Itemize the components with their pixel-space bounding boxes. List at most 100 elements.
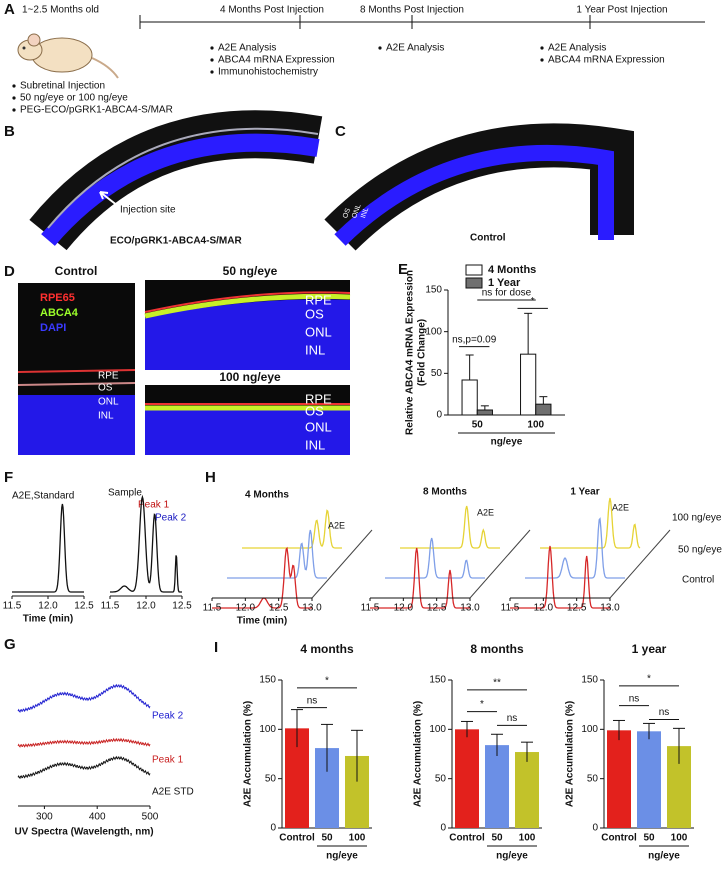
bar: [455, 729, 479, 828]
trace-label: A2E STD: [152, 787, 194, 798]
trace-label: 50 ng/eye: [678, 545, 722, 556]
layer-label: RPE: [305, 292, 332, 307]
significance-label: *: [647, 674, 651, 685]
subplot-title: 8 Months: [423, 487, 467, 498]
x-axis-title: ng/eye: [491, 437, 523, 448]
trace-label: 100 ng/eye: [672, 513, 722, 524]
bar: [515, 752, 539, 828]
legend-label: 1 Year: [488, 277, 521, 289]
layer-label: OS: [305, 403, 324, 418]
y-tick-label: 0: [270, 823, 276, 834]
chromatogram: [110, 494, 182, 593]
chart-title: 8 months: [470, 642, 524, 656]
y-tick-label: 0: [436, 410, 442, 421]
x-tick-label: 100: [349, 833, 366, 844]
y-tick-label: 100: [581, 724, 598, 735]
x-axis-title: ng/eye: [326, 851, 358, 862]
layer-label: OS: [98, 383, 113, 394]
y-tick-label: 150: [429, 675, 446, 686]
significance-label: ns,p=0.09: [452, 334, 497, 345]
y-axis-title: A2E Accumulation (%): [565, 701, 576, 807]
spectrum: [17, 683, 151, 713]
axis-title: Time (min): [237, 616, 287, 627]
tick-label: 500: [142, 812, 159, 823]
bullet: [210, 58, 214, 62]
trace-title: A2E,Standard: [12, 491, 74, 502]
stain-label: ABCA4: [40, 307, 79, 319]
y-tick-label: 150: [259, 675, 276, 686]
x-tick-label: 50: [472, 420, 484, 431]
panel-label: H: [205, 469, 216, 486]
x-tick-label: 50: [321, 833, 333, 844]
tick-label: 11.5: [203, 603, 222, 614]
panel-label: G: [4, 636, 16, 653]
trace-label: Control: [682, 575, 714, 586]
trace-label: Peak 1: [152, 755, 184, 766]
panel-label: E: [398, 261, 408, 278]
peak-label: Peak 1: [138, 500, 170, 511]
x-tick-label: Control: [601, 833, 637, 844]
bullet: [210, 70, 214, 74]
caption: ECO/pGRK1-ABCA4-S/MAR: [110, 236, 242, 247]
image-title: 100 ng/eye: [219, 370, 281, 384]
x-tick-label: 100: [671, 833, 688, 844]
y-tick-label: 100: [259, 724, 276, 735]
chromatogram: [227, 529, 327, 579]
layer-label: OS: [289, 177, 299, 189]
chart-title: 4 months: [300, 642, 354, 656]
layer-label: INL: [305, 342, 325, 357]
layer-label: ONL: [98, 397, 119, 408]
chromatogram: [370, 547, 470, 609]
y-tick-label: 0: [440, 823, 446, 834]
y-axis-title: A2E Accumulation (%): [413, 701, 424, 807]
chart-title: 1 year: [632, 642, 667, 656]
bar: [535, 403, 552, 416]
y-tick-label: 150: [425, 285, 442, 296]
bullet: [12, 108, 16, 112]
axis-title: Time (min): [23, 614, 73, 625]
bullet-text: A2E Analysis: [548, 43, 606, 54]
significance-label: *: [325, 676, 329, 687]
bullet-text: Immunohistochemistry: [218, 67, 318, 78]
tick-label: 11.5: [501, 603, 520, 614]
bar: [520, 353, 537, 416]
y-tick-label: 100: [429, 724, 446, 735]
bullet: [12, 84, 16, 88]
subplot-title: 4 Months: [245, 490, 289, 501]
legend-label: 4 Months: [488, 264, 536, 276]
tick-label: 13.0: [302, 603, 322, 614]
bullet-text: A2E Analysis: [218, 43, 276, 54]
mouse-illustration: [17, 33, 119, 79]
tick-label: 12.5: [74, 601, 94, 612]
subplot-title: 1 Year: [570, 487, 599, 498]
peak-label: A2E: [612, 502, 629, 512]
depth-line: [311, 529, 373, 599]
x-tick-label: 100: [519, 833, 536, 844]
tick-label: 12.0: [534, 603, 554, 614]
y-tick-label: 50: [435, 773, 447, 784]
peak-label: Peak 2: [155, 513, 187, 524]
stain-label: DAPI: [40, 322, 66, 334]
annotation: Injection site: [120, 205, 176, 216]
y-tick-label: 100: [425, 326, 442, 337]
panel-label: I: [214, 639, 218, 656]
y-tick-label: 0: [592, 823, 598, 834]
layer-label: INL: [98, 411, 114, 422]
spectrum: [17, 737, 151, 748]
legend-swatch: [465, 277, 483, 289]
bar: [461, 379, 478, 416]
panel-label: C: [335, 123, 346, 140]
depth-line: [609, 529, 671, 599]
bullet: [12, 96, 16, 100]
y-axis-title: Relative ABCA4 mRNA Expression: [405, 270, 416, 435]
bullet-text: Subretinal Injection: [20, 81, 105, 92]
chromatogram: [12, 503, 84, 593]
layer-label: RPE: [305, 391, 332, 406]
bullet-text: ABCA4 mRNA Expression: [548, 55, 665, 66]
chromatogram: [242, 509, 342, 549]
tick-label: 300: [36, 812, 53, 823]
bullet-text: 50 ng/eye or 100 ng/eye: [20, 93, 128, 104]
bullet-text: ABCA4 mRNA Expression: [218, 55, 335, 66]
tick-label: 12.0: [136, 601, 156, 612]
caption: Control: [470, 233, 506, 244]
